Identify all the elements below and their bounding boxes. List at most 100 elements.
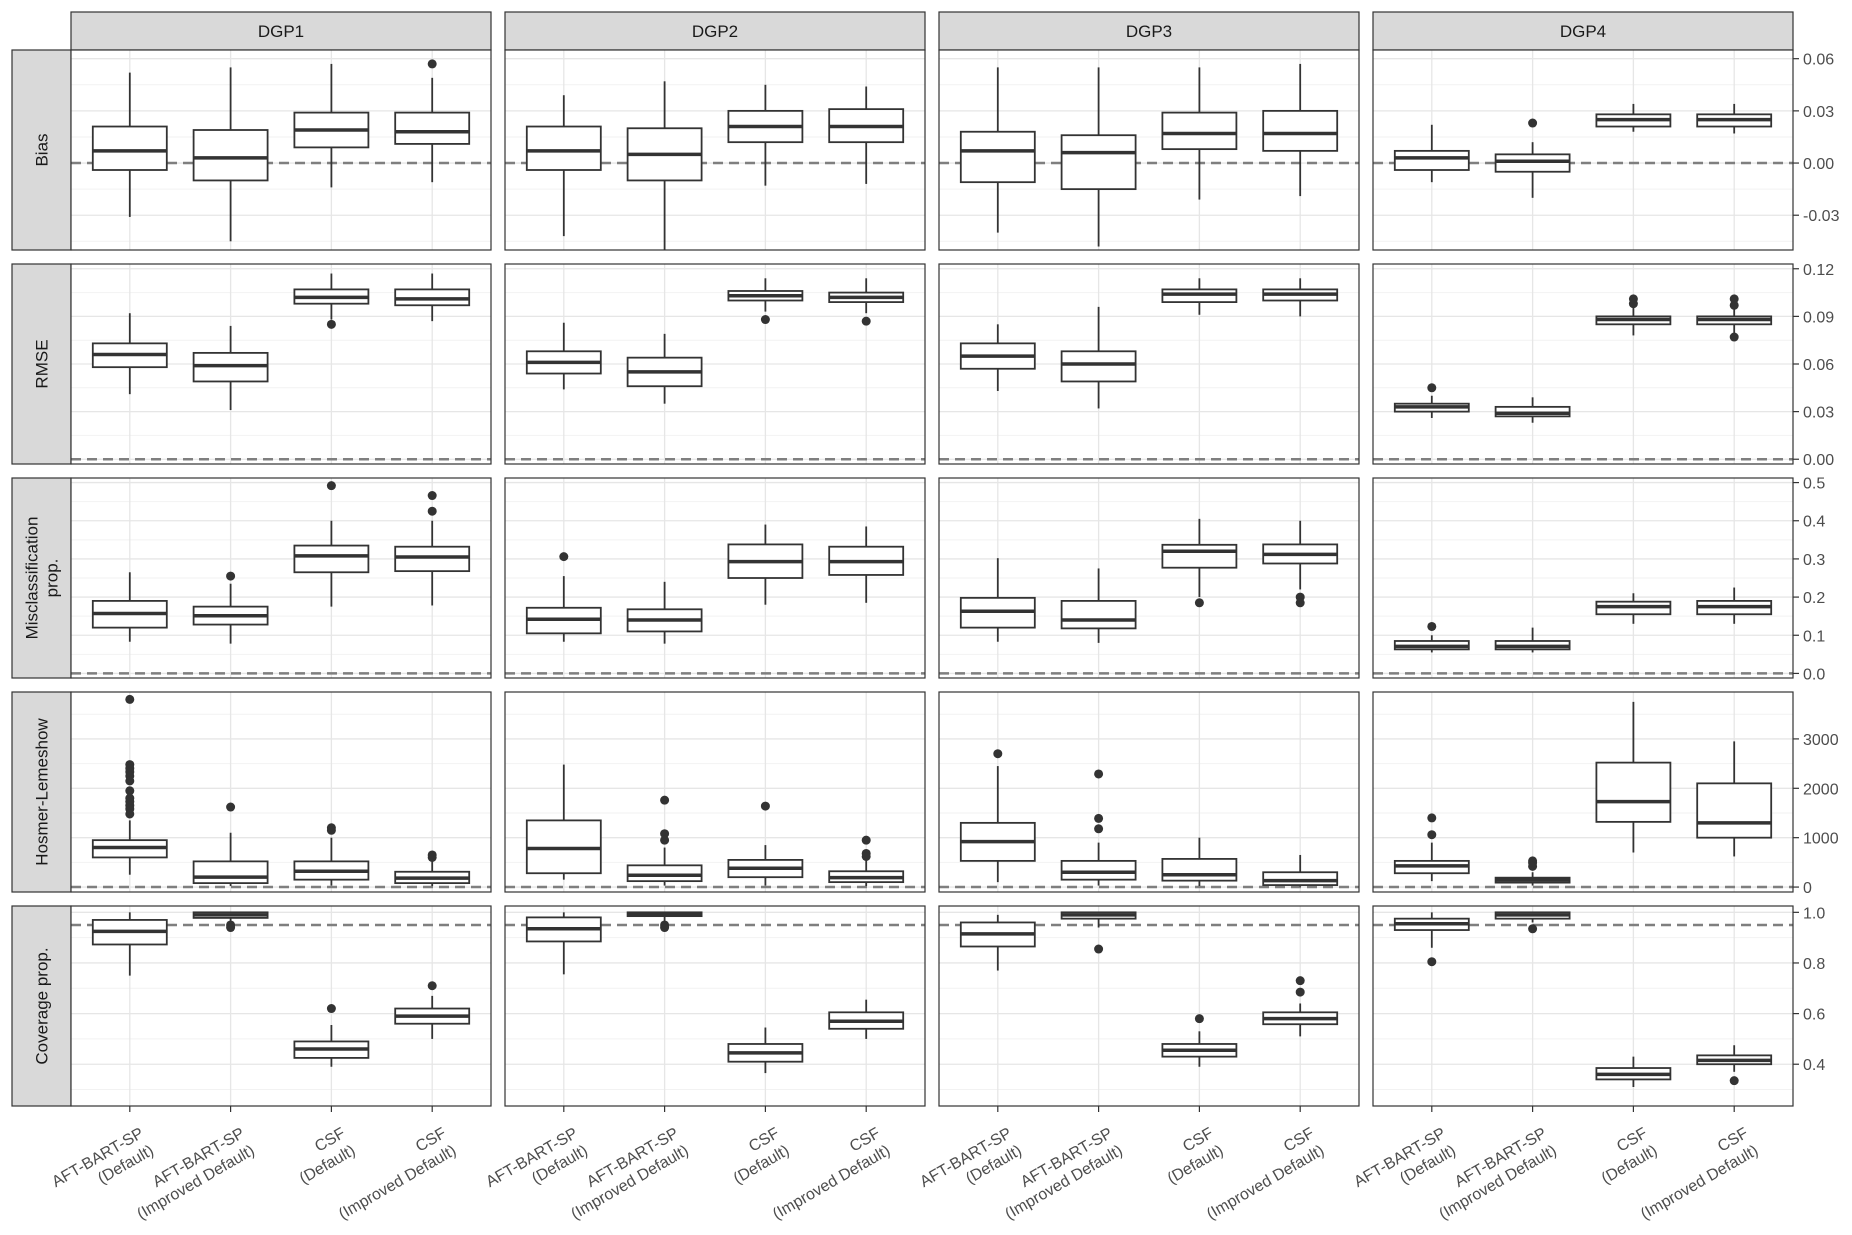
y-tick-label: 0.3	[1803, 552, 1825, 569]
outlier-point	[1094, 824, 1104, 834]
panel-rmse-dgp2	[504, 263, 926, 465]
row-strip-rmse	[11, 263, 72, 465]
box-csf-default	[727, 524, 804, 605]
box-aft-bart-sp-improved-default	[626, 333, 703, 404]
facet-label-dgp2: DGP2	[692, 22, 738, 41]
outlier-point	[427, 506, 437, 516]
box-aft-bart-sp-default	[525, 912, 602, 975]
box-aft-bart-sp-default	[525, 322, 602, 390]
box-aft-bart-sp-improved-default	[1060, 911, 1137, 954]
box-aft-bart-sp-improved-default	[1494, 627, 1571, 653]
box-aft-bart-sp-improved-default	[1494, 911, 1571, 934]
panel-bias-dgp2	[504, 49, 926, 251]
y-tick-label: 0.03	[1803, 104, 1834, 121]
facet-strip-dgp2	[504, 11, 926, 51]
box-aft-bart-sp-default	[525, 764, 602, 880]
outlier-point	[660, 923, 670, 933]
box-csf-default	[727, 278, 804, 325]
panel-border	[70, 691, 492, 893]
box-iqr	[1060, 134, 1137, 191]
outlier-point	[760, 315, 770, 325]
box-iqr	[1262, 871, 1339, 886]
row-label-hosmer-lemeshow: Hosmer-Lemeshow	[33, 718, 52, 866]
box-iqr	[394, 111, 471, 145]
outlier-point	[1295, 976, 1305, 986]
panel-border	[938, 477, 1360, 679]
y-tick-label: -0.03	[1803, 208, 1840, 225]
y-tick-label: 0.1	[1803, 628, 1825, 645]
y-tick-label: 0.06	[1803, 52, 1834, 69]
panel-border	[504, 691, 926, 893]
box-iqr	[192, 860, 269, 885]
box-iqr	[91, 125, 168, 171]
outlier-point	[1528, 924, 1538, 934]
box-iqr	[192, 129, 269, 182]
panel-bias-dgp3	[938, 49, 1360, 251]
box-csf-default	[727, 1027, 804, 1074]
row-label-line: prop.	[43, 559, 62, 598]
y-tick-label: 0.09	[1803, 309, 1834, 326]
row-label-line: Misclassification	[23, 517, 42, 640]
row-label-line: Coverage prop.	[33, 947, 52, 1064]
x-tick-label: CSF(Default)	[1589, 1125, 1661, 1188]
panel-bias-dgp4	[1372, 49, 1794, 251]
outlier-point	[861, 835, 871, 845]
box-csf-improved-default	[394, 491, 471, 606]
y-tick-label: 0.4	[1803, 514, 1825, 531]
row-strip-hosmer-lemeshow	[11, 691, 72, 893]
box-csf-improved-default	[394, 850, 471, 887]
box-aft-bart-sp-default	[1393, 124, 1470, 183]
box-aft-bart-sp-default	[1393, 912, 1470, 967]
box-csf-improved-default	[1696, 1045, 1773, 1086]
y-tick-label: 3000	[1803, 732, 1839, 749]
panel-misclassification-prop-dgp4	[1372, 477, 1794, 679]
panel-border	[504, 905, 926, 1107]
outlier-point	[559, 552, 569, 562]
outlier-point	[326, 481, 336, 491]
outlier-point	[125, 809, 135, 819]
panel-border	[1372, 691, 1794, 893]
y-tick-label: 0	[1803, 880, 1812, 897]
box-iqr	[1393, 149, 1470, 171]
box-csf-default	[1595, 701, 1672, 853]
y-tick-label: 1000	[1803, 831, 1839, 848]
panel-misclassification-prop-dgp2	[504, 477, 926, 679]
x-tick-label: AFT-BART-SP(Default)	[483, 1125, 591, 1208]
box-aft-bart-sp-default	[1393, 621, 1470, 653]
outlier-point	[427, 59, 437, 69]
panel-rmse-dgp3	[938, 263, 1360, 465]
box-iqr	[1696, 782, 1773, 839]
outlier-point	[1729, 294, 1739, 304]
panel-border	[938, 49, 1360, 251]
box-aft-bart-sp-improved-default	[626, 81, 703, 250]
box-csf-improved-default	[828, 835, 905, 887]
panel-border	[70, 905, 492, 1107]
panel-hosmer-lemeshow-dgp2	[504, 691, 926, 893]
box-csf-default	[1595, 294, 1672, 336]
outlier-point	[1094, 769, 1104, 779]
y-tick-label: 0.2	[1803, 590, 1825, 607]
row-label-line: RMSE	[33, 339, 52, 388]
panel-coverage-prop-dgp3	[938, 905, 1360, 1107]
outlier-point	[427, 491, 437, 501]
outlier-point	[226, 571, 236, 581]
box-csf-improved-default	[1262, 976, 1339, 1037]
facet-strip-dgp4	[1372, 11, 1794, 51]
box-aft-bart-sp-default	[959, 324, 1036, 391]
y-tick-label: 0.06	[1803, 357, 1834, 374]
facet-label-dgp1: DGP1	[258, 22, 304, 41]
facet-strip-dgp1	[70, 11, 492, 51]
box-aft-bart-sp-improved-default	[1494, 118, 1571, 198]
y-tick-label: 1.0	[1803, 905, 1825, 922]
outlier-point	[1427, 621, 1437, 631]
panel-border	[504, 263, 926, 465]
box-csf-default	[1161, 67, 1238, 200]
box-aft-bart-sp-improved-default	[1494, 397, 1571, 423]
box-csf-improved-default	[394, 59, 471, 183]
box-iqr	[394, 545, 471, 573]
panel-coverage-prop-dgp2	[504, 905, 926, 1107]
row-strip-bias	[11, 49, 72, 251]
row-label-line: Hosmer-Lemeshow	[33, 718, 52, 866]
box-aft-bart-sp-improved-default	[1060, 769, 1137, 886]
box-csf-default	[1161, 518, 1238, 608]
